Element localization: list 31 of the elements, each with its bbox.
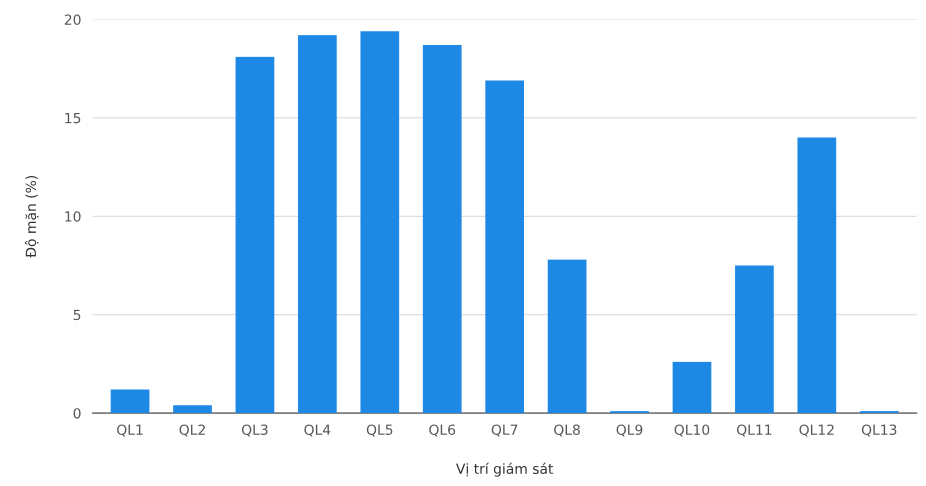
bar	[672, 362, 712, 414]
x-tick-label: QL5	[366, 424, 392, 437]
x-tick-label: QL1	[117, 424, 143, 437]
y-tick-label: 10	[65, 211, 81, 222]
x-tick-label: QL3	[242, 424, 268, 437]
x-tick-label: QL10	[674, 424, 710, 437]
x-tick-label: QL2	[180, 424, 205, 437]
bar	[548, 260, 586, 414]
x-tick-label: QL12	[799, 424, 834, 437]
x-tick-label: QL8	[554, 424, 580, 437]
bar	[735, 265, 774, 414]
y-tick-label: 5	[74, 310, 80, 320]
x-tick-label: QL7	[492, 424, 518, 437]
bar	[173, 405, 212, 414]
x-tick-label: QL13	[862, 424, 896, 437]
bar	[236, 56, 274, 414]
y-tick-label: 20	[64, 14, 81, 25]
bar	[110, 389, 150, 414]
x-tick-label: QL6	[429, 424, 456, 437]
x-tick-label: QL4	[304, 424, 330, 437]
bar	[485, 80, 524, 414]
x-tick-label: QL9	[616, 424, 642, 437]
y-tick-label: 15	[65, 113, 80, 124]
x-axis-title: Vị trí giám sát	[456, 462, 554, 477]
x-tick-label: QL11	[737, 424, 772, 437]
y-axis-title: Độ mặn (%)	[24, 176, 38, 258]
bar	[360, 31, 400, 414]
y-tick-label: 0	[74, 408, 81, 419]
bar	[422, 45, 462, 414]
bar	[797, 138, 836, 414]
bar	[298, 35, 337, 414]
